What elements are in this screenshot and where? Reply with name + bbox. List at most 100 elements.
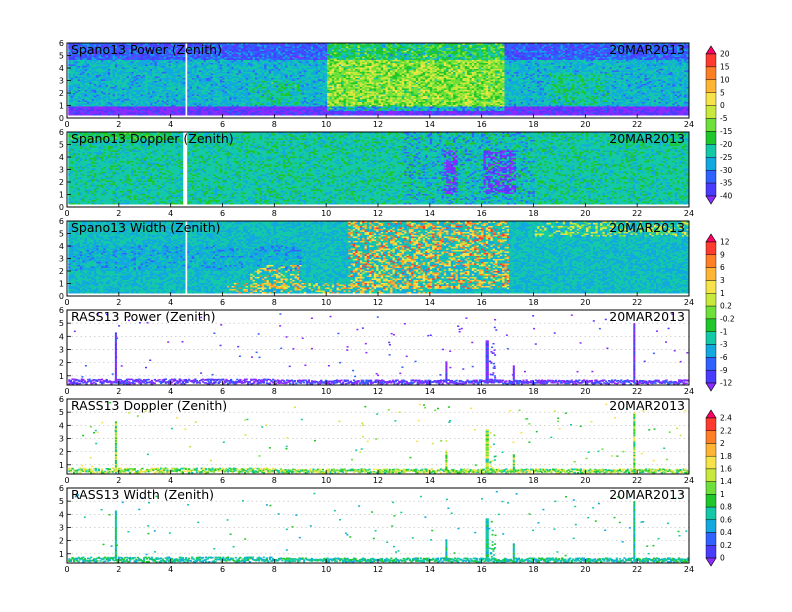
y-tick-label: 6 (59, 484, 64, 493)
x-tick-label: 12 (373, 387, 383, 396)
y-tick-label: 1 (59, 280, 64, 289)
x-tick-label: 16 (477, 476, 487, 485)
x-tick-label: 6 (220, 565, 225, 574)
x-tick-label: 8 (272, 565, 277, 574)
colorbar-label: -35 (720, 179, 732, 188)
x-tick-label: 18 (528, 209, 538, 218)
y-tick-label: 0 (59, 292, 64, 301)
x-tick-label: 14 (425, 298, 435, 307)
x-tick-label: 16 (477, 565, 487, 574)
y-tick-label: 2 (59, 448, 64, 457)
colorbar-segment (706, 183, 716, 196)
x-tick-label: 16 (477, 120, 487, 129)
colorbar-label: 0 (720, 101, 725, 110)
x-tick-label: 4 (168, 387, 173, 396)
colorbar-segment (706, 482, 716, 495)
x-tick-label: 24 (684, 209, 694, 218)
y-tick-label: 4 (59, 153, 64, 162)
y-tick-label: 2 (59, 537, 64, 546)
x-tick-label: 2 (116, 298, 121, 307)
colorbar-segment (706, 370, 716, 383)
colorbar-segment (706, 469, 716, 482)
colorbar-segment (706, 545, 716, 558)
x-tick-label: 20 (580, 387, 590, 396)
panel-date: 20MAR2013 (609, 131, 685, 146)
colorbar-segment (706, 332, 716, 345)
x-tick-label: 8 (272, 298, 277, 307)
x-tick-label: 4 (168, 209, 173, 218)
colorbar-segment (706, 533, 716, 546)
y-tick-label: 4 (59, 510, 64, 519)
x-tick-label: 10 (321, 298, 331, 307)
colorbar-label: -25 (720, 153, 732, 162)
panel-date: 20MAR2013 (609, 398, 685, 413)
x-tick-label: 8 (272, 387, 277, 396)
colorbar-segment (706, 144, 716, 157)
panel-date: 20MAR2013 (609, 487, 685, 502)
y-tick-label: 2 (59, 359, 64, 368)
y-tick-label: 2 (59, 267, 64, 276)
colorbar-segment (706, 507, 716, 520)
x-tick-label: 20 (580, 298, 590, 307)
colorbar-label: 0.2 (720, 302, 732, 311)
y-tick-label: 1 (59, 550, 64, 559)
panel-title: Spano13 Doppler (Zenith) (71, 131, 234, 146)
x-tick-label: 18 (528, 476, 538, 485)
y-tick-label: 5 (59, 141, 64, 150)
colorbar-segment (706, 131, 716, 144)
colorbar-label: 2 (720, 439, 725, 448)
x-tick-label: 20 (580, 120, 590, 129)
colorbar-label: -12 (720, 379, 732, 388)
panel-date: 20MAR2013 (609, 309, 685, 324)
x-tick-label: 16 (477, 387, 487, 396)
panel-title: RASS13 Width (Zenith) (71, 487, 214, 502)
y-tick-label: 1 (59, 461, 64, 470)
colorbar-segment (706, 242, 716, 255)
x-tick-label: 4 (168, 565, 173, 574)
x-tick-label: 6 (220, 387, 225, 396)
x-tick-label: 22 (632, 120, 642, 129)
x-tick-label: 10 (321, 120, 331, 129)
y-tick-label: 3 (59, 434, 64, 443)
colorbar-segment (706, 319, 716, 332)
x-tick-label: 10 (321, 387, 331, 396)
colorbar-label: 0.6 (720, 515, 732, 524)
colorbar-label: 9 (720, 250, 725, 259)
y-tick-label: 1 (59, 102, 64, 111)
x-tick-label: 0 (64, 298, 69, 307)
panel-title: RASS13 Doppler (Zenith) (71, 398, 227, 413)
x-tick-label: 22 (632, 298, 642, 307)
x-tick-label: 14 (425, 565, 435, 574)
colorbar-segment (706, 345, 716, 358)
y-tick-label: 5 (59, 319, 64, 328)
colorbar-label: 6 (720, 263, 725, 272)
y-tick-label: 4 (59, 332, 64, 341)
y-tick-label: 2 (59, 178, 64, 187)
y-tick-label: 6 (59, 128, 64, 137)
colorbar-segment (706, 255, 716, 268)
y-tick-label: 3 (59, 77, 64, 86)
x-tick-label: 24 (684, 120, 694, 129)
x-tick-label: 24 (684, 387, 694, 396)
colorbar-label: 1 (720, 490, 725, 499)
y-tick-label: 1 (59, 191, 64, 200)
y-tick-label: 1 (59, 372, 64, 381)
colorbar-label: -15 (720, 127, 732, 136)
y-tick-label: 3 (59, 255, 64, 264)
colorbar-cb3: 2.42.221.81.61.410.80.60.40.20 (706, 410, 732, 566)
panel-title: Spano13 Power (Zenith) (71, 42, 222, 57)
y-tick-label: 4 (59, 421, 64, 430)
x-tick-label: 8 (272, 476, 277, 485)
x-tick-label: 22 (632, 209, 642, 218)
x-tick-label: 20 (580, 476, 590, 485)
colorbar-segment (706, 443, 716, 456)
colorbar-label: -20 (720, 140, 732, 149)
x-tick-label: 0 (64, 476, 69, 485)
x-tick-label: 6 (220, 120, 225, 129)
colorbar-label: -5 (720, 114, 728, 123)
colorbar-segment (706, 67, 716, 80)
x-tick-label: 22 (632, 565, 642, 574)
